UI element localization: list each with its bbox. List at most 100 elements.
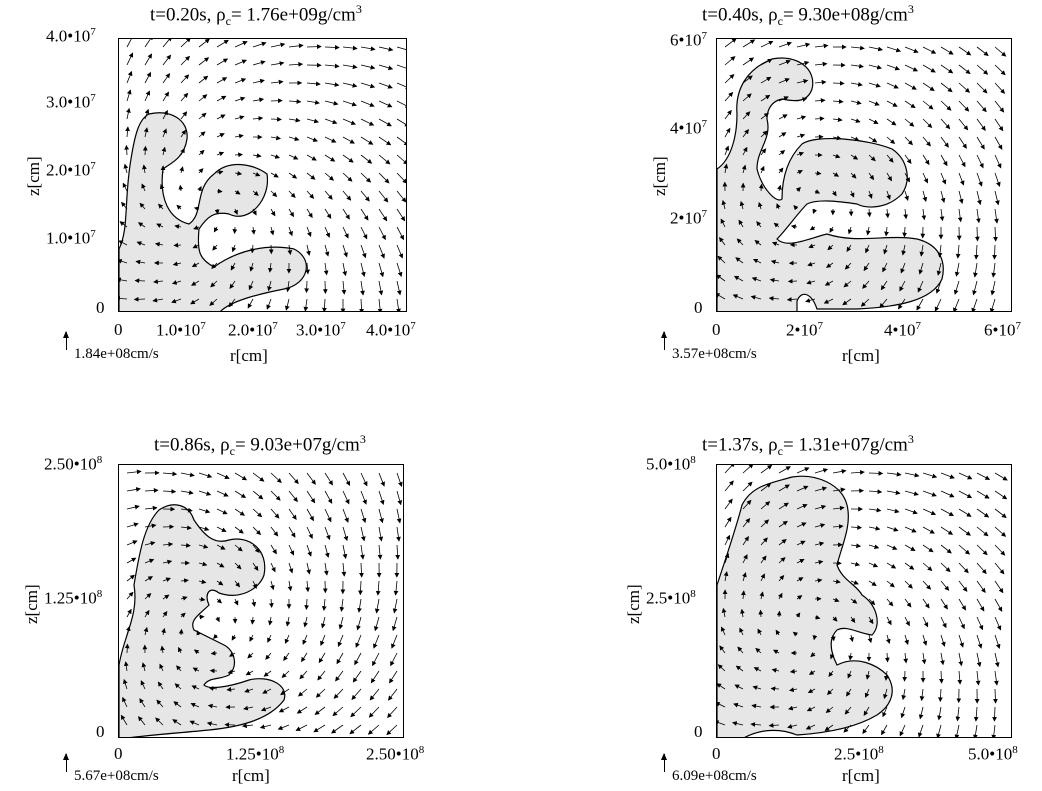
- velocity-arrow: [306, 472, 316, 485]
- velocity-arrow: [760, 501, 771, 510]
- velocity-arrow: [143, 626, 149, 636]
- velocity-arrow: [976, 526, 989, 537]
- velocity-arrow: [270, 172, 279, 178]
- velocity-arrow: [724, 498, 733, 510]
- velocity-arrow: [323, 262, 329, 276]
- velocity-arrow: [738, 219, 744, 228]
- velocity-arrow: [814, 541, 825, 547]
- velocity-arrow: [760, 130, 768, 138]
- velocity-field: [119, 469, 403, 737]
- velocity-arrow: [216, 508, 228, 515]
- velocity-arrow: [349, 724, 362, 735]
- velocity-arrow: [250, 244, 256, 254]
- velocity-arrow: [378, 190, 389, 203]
- velocity-arrow: [198, 561, 208, 567]
- velocity-arrow: [752, 685, 762, 691]
- plume-region: [119, 504, 286, 737]
- velocity-arrow: [814, 504, 827, 510]
- velocity-arrow: [953, 280, 960, 295]
- velocity-reference: 6.09e+08cm/s: [661, 753, 757, 785]
- velocity-arrow: [847, 670, 852, 679]
- velocity-arrow: [126, 487, 141, 492]
- velocity-arrow: [207, 703, 218, 709]
- velocity-arrow: [396, 154, 406, 165]
- velocity-arrow: [904, 136, 913, 146]
- velocity-arrow: [324, 118, 338, 125]
- velocity-arrow: [180, 472, 195, 478]
- velocity-arrow: [904, 172, 910, 183]
- velocity-arrow: [807, 261, 816, 267]
- velocity-arrow: [252, 508, 263, 518]
- arrow-up-icon: [661, 331, 667, 350]
- velocity-arrow: [884, 652, 890, 663]
- velocity-arrow: [125, 626, 131, 636]
- y-tick: 2.0•107: [46, 160, 96, 180]
- velocity-arrow: [233, 208, 238, 215]
- velocity-arrow: [886, 616, 892, 626]
- velocity-arrow: [229, 280, 236, 289]
- velocity-arrow: [378, 262, 385, 278]
- velocity-arrow: [378, 208, 388, 222]
- velocity-arrow: [180, 147, 185, 156]
- velocity-arrow: [288, 154, 299, 160]
- velocity-arrow: [162, 73, 171, 84]
- velocity-arrow: [939, 670, 944, 684]
- velocity-arrow: [373, 634, 380, 649]
- velocity-arrow: [178, 184, 184, 192]
- velocity-arrow: [342, 544, 348, 559]
- velocity-arrow: [180, 129, 187, 138]
- velocity-arrow: [742, 536, 749, 546]
- x-tick: 4•107: [884, 320, 921, 340]
- velocity-arrow: [760, 58, 773, 66]
- velocity-arrow: [387, 706, 398, 718]
- velocity-arrow: [827, 244, 834, 251]
- velocity-arrow: [198, 544, 209, 549]
- velocity-arrow: [373, 616, 380, 632]
- velocity-arrow: [322, 298, 327, 311]
- velocity-arrow: [934, 298, 942, 311]
- velocity-arrow: [940, 82, 953, 93]
- velocity-arrow: [234, 59, 247, 66]
- velocity-arrow: [360, 118, 375, 126]
- velocity-arrow: [216, 39, 229, 48]
- velocity-arrow: [993, 226, 998, 242]
- velocity-arrow: [724, 534, 731, 546]
- velocity-arrow: [198, 94, 208, 102]
- velocity-arrow: [360, 64, 376, 70]
- velocity-arrow: [152, 297, 164, 303]
- velocity-arrow: [867, 634, 873, 644]
- velocity-arrow: [832, 135, 842, 141]
- velocity-arrow: [796, 79, 809, 84]
- velocity-arrow: [754, 240, 762, 246]
- velocity-arrow: [868, 598, 876, 606]
- velocity-arrow: [958, 652, 964, 667]
- velocity-arrow: [971, 298, 978, 311]
- velocity-arrow: [135, 259, 146, 265]
- x-axis-label: r[cm]: [842, 766, 880, 785]
- velocity-arrow: [354, 652, 362, 666]
- velocity-arrow: [342, 118, 356, 125]
- velocity-arrow: [139, 202, 146, 210]
- velocity-arrow: [976, 118, 986, 131]
- velocity-arrow: [724, 39, 737, 48]
- velocity-arrow: [778, 484, 790, 492]
- velocity-arrow: [760, 465, 773, 474]
- velocity-arrow: [937, 244, 943, 258]
- velocity-arrow: [269, 580, 275, 591]
- velocity-arrow: [156, 223, 164, 228]
- y-tick: 0: [96, 298, 105, 317]
- velocity-arrow: [249, 262, 255, 272]
- velocity-arrow: [850, 118, 861, 123]
- velocity-arrow: [814, 116, 825, 122]
- velocity-arrow: [958, 616, 965, 630]
- velocity-arrow: [206, 721, 218, 727]
- plot-area: [716, 464, 1012, 738]
- velocity-arrow: [396, 280, 402, 296]
- velocity-arrow: [958, 172, 965, 186]
- velocity-arrow: [904, 598, 912, 608]
- velocity-arrow: [724, 109, 732, 120]
- velocity-arrow: [252, 580, 257, 589]
- velocity-arrow: [299, 670, 308, 680]
- velocity-arrow: [732, 721, 744, 726]
- velocity-arrow: [124, 643, 130, 654]
